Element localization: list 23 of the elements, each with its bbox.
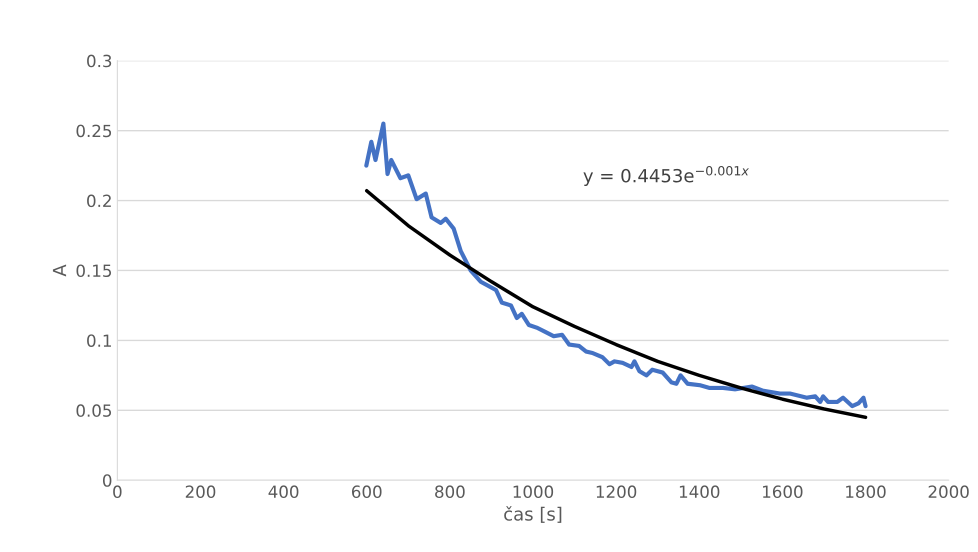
x-tick-label: 800 [435,485,465,498]
y-tick-label: 0.25 [76,124,112,138]
y-axis-title: A [52,264,66,277]
x-tick-label: 1000 [514,485,554,498]
x-tick-label: 2000 [928,485,969,498]
line-series [365,189,868,420]
x-tick-label: 1200 [596,485,636,498]
x-tick-label: 1800 [846,485,886,498]
y-tick-label: 0.05 [76,404,112,417]
x-axis-title: čas [s] [504,506,562,523]
x-tick-label: 200 [186,485,216,498]
x-tick-label: 1400 [680,485,720,498]
x-tick-label: 1600 [763,485,802,498]
x-tick-label: 600 [352,485,382,498]
line-series [364,122,868,408]
y-tick-label: 0.2 [87,194,111,208]
y-tick-label: 0.3 [87,54,112,68]
y-tick-label: 0.1 [87,334,111,347]
x-tick-label: 400 [268,485,298,498]
y-tick-label: 0 [102,474,112,487]
annotation: y = 0.4453e$^{−0.001x}$ [583,166,749,186]
y-tick-label: 0.15 [76,264,112,278]
x-tick-label: 0 [113,485,122,498]
